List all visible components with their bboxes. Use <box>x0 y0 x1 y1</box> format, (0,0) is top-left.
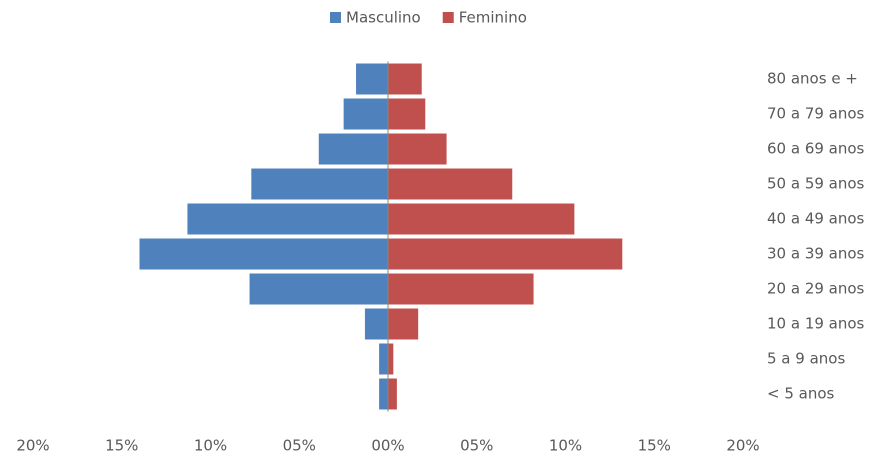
category-label: 40 a 49 anos <box>767 210 865 228</box>
x-tick-label: 10% <box>194 437 227 454</box>
x-tick-label: 10% <box>549 437 582 454</box>
bar <box>364 308 388 340</box>
x-tick-label: 05% <box>460 437 493 454</box>
category-label: 60 a 69 anos <box>767 140 865 158</box>
x-tick-label: 20% <box>726 437 759 454</box>
bar <box>388 98 426 130</box>
category-label: < 5 anos <box>767 385 835 403</box>
bar <box>388 203 575 235</box>
bar <box>388 133 447 165</box>
category-label: 80 anos e + <box>767 70 858 88</box>
x-tick-label: 20% <box>16 437 49 454</box>
bar <box>139 238 388 270</box>
legend-swatch <box>330 12 341 23</box>
bar <box>249 273 388 305</box>
bar <box>343 98 388 130</box>
bar <box>388 343 394 375</box>
legend-label: Feminino <box>459 9 527 27</box>
bar <box>388 168 513 200</box>
category-label: 20 a 29 anos <box>767 280 865 298</box>
category-label: 50 a 59 anos <box>767 175 865 193</box>
bar <box>318 133 388 165</box>
x-tick-label: 15% <box>105 437 138 454</box>
bar <box>379 343 388 375</box>
category-label: 10 a 19 anos <box>767 315 865 333</box>
bar <box>388 308 419 340</box>
x-tick-label: 15% <box>638 437 671 454</box>
bar <box>388 238 623 270</box>
category-label: 70 a 79 anos <box>767 105 865 123</box>
bar <box>379 378 388 410</box>
legend-label: Masculino <box>346 9 421 27</box>
bar <box>388 273 534 305</box>
bar <box>356 63 388 95</box>
x-tick-label: 05% <box>283 437 316 454</box>
legend-swatch <box>442 12 454 23</box>
x-tick-label: 00% <box>371 437 404 454</box>
bar <box>388 378 397 410</box>
bar <box>187 203 388 235</box>
bar <box>251 168 388 200</box>
bar <box>388 63 422 95</box>
category-label: 30 a 39 anos <box>767 245 865 263</box>
category-label: 5 a 9 anos <box>767 350 845 368</box>
